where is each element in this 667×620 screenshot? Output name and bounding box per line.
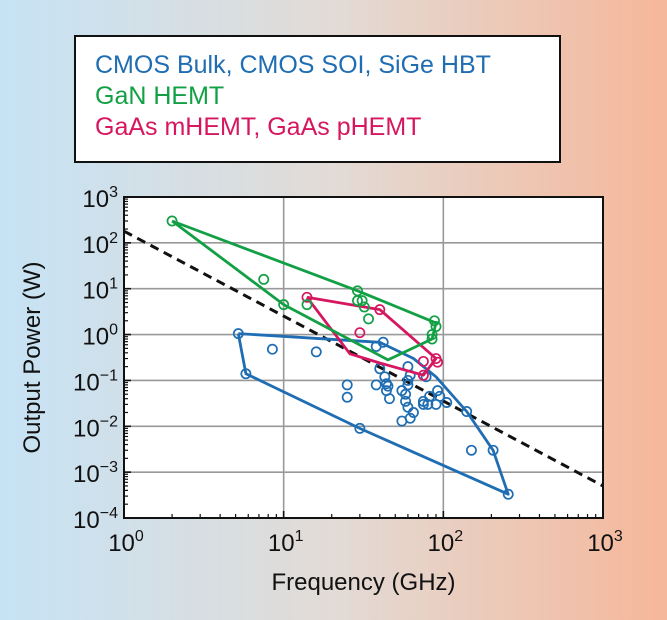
data-point — [404, 412, 416, 424]
data-point — [380, 378, 392, 390]
data-point — [422, 398, 434, 410]
y-tick-label: 103 — [82, 184, 118, 213]
data-point — [166, 215, 178, 227]
data-point — [258, 273, 270, 285]
data-point — [487, 444, 499, 456]
data-point — [301, 299, 313, 311]
data-point — [429, 315, 440, 327]
data-point — [400, 395, 412, 407]
data-point — [402, 379, 414, 391]
data-point — [266, 343, 278, 355]
y-tick-label: 10−3 — [73, 459, 118, 488]
y-tick-label: 10−1 — [73, 367, 118, 396]
data-point — [341, 391, 353, 403]
data-point — [310, 346, 322, 358]
data-point — [354, 422, 366, 434]
data-point — [352, 295, 363, 307]
data-point — [465, 444, 477, 456]
y-tick-label: 10−2 — [73, 413, 118, 442]
y-tick-label: 102 — [82, 230, 118, 259]
data-point — [374, 304, 386, 316]
data-point — [424, 390, 436, 402]
legend: CMOS Bulk, CMOS SOI, SiGe HBT GaN HEMT G… — [74, 35, 561, 163]
series-2 — [301, 291, 444, 381]
data-point — [426, 333, 438, 345]
data-point — [432, 356, 444, 368]
data-point — [232, 328, 244, 340]
data-point — [370, 379, 382, 391]
series-1 — [166, 215, 442, 362]
y-axis-label: Output Power (W) — [19, 261, 46, 453]
data-point — [278, 299, 290, 311]
series-envelope — [305, 295, 438, 377]
legend-entry-gan: GaN HEMT — [95, 82, 225, 110]
data-point — [341, 379, 353, 391]
data-point — [417, 369, 429, 381]
legend-entry-cmos: CMOS Bulk, CMOS SOI, SiGe HBT — [95, 51, 491, 79]
data-point — [379, 371, 391, 383]
data-point — [402, 374, 414, 386]
x-tick-label: 100 — [108, 528, 144, 557]
data-point — [417, 355, 429, 367]
x-tick-label: 103 — [587, 528, 623, 557]
data-point — [240, 368, 252, 380]
data-point — [417, 398, 429, 410]
data-point — [430, 321, 442, 332]
x-tick-label: 101 — [268, 528, 304, 557]
plot-frame — [123, 196, 604, 519]
y-tick-label: 101 — [82, 276, 118, 305]
x-tick-label: 102 — [428, 528, 464, 557]
data-point — [382, 380, 394, 392]
data-point — [384, 393, 395, 405]
data-point — [432, 385, 444, 397]
data-point — [356, 295, 368, 307]
data-point — [358, 301, 370, 313]
data-point — [502, 488, 514, 500]
data-point — [377, 336, 389, 348]
series-envelope — [236, 332, 510, 496]
x-axis-label: Frequency (GHz) — [271, 569, 455, 596]
data-point — [363, 313, 374, 325]
y-tick-label: 100 — [82, 322, 118, 351]
data-point — [441, 397, 453, 408]
y-tick-label: 10−4 — [73, 505, 118, 534]
grid-lines — [124, 197, 603, 518]
data-point — [408, 407, 419, 418]
data-point — [461, 406, 473, 417]
data-point — [434, 390, 446, 402]
data-point — [301, 291, 313, 303]
legend-entry-gaas: GaAs mHEMT, GaAs pHEMT — [95, 113, 422, 141]
data-point — [354, 327, 366, 339]
